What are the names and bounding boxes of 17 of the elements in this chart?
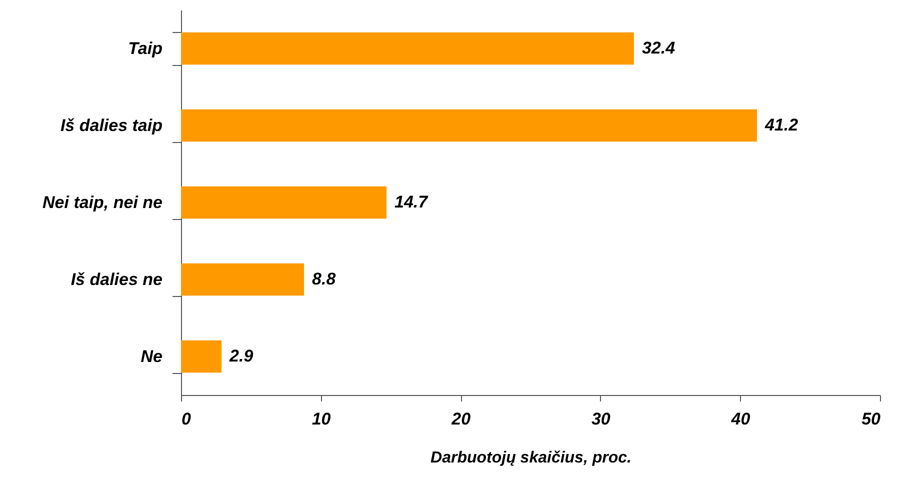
y-tick-label: Ne [140,347,162,366]
data-label: 41.2 [764,116,799,134]
x-tick-label: 0 [182,410,192,428]
y-tick-label: Iš dalies taip [60,116,162,135]
data-label: 8.8 [312,270,336,288]
data-label: 14.7 [394,192,430,212]
x-axis-title: Darbuotojų skaičius, proc. [430,450,632,466]
x-tick-label: 30 [591,410,611,428]
y-tick-label: Iš dalies ne [70,270,162,289]
y-tick-label: Taip [128,39,162,58]
data-label: 2.9 [228,346,254,366]
data-label: 32.4 [642,38,676,58]
y-tick-label: Nei taip, nei ne [42,193,162,212]
x-tick-label: 40 [730,410,751,428]
x-tick-label: 50 [862,410,882,428]
x-tick-label: 20 [450,410,472,428]
x-tick-label: 10 [312,410,332,428]
